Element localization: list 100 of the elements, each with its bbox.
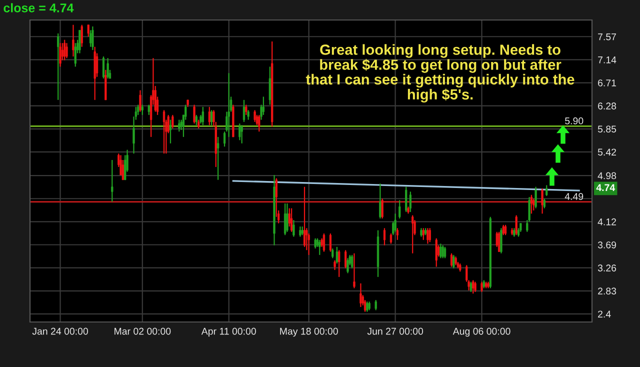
candlestick [329, 232, 332, 252]
y-tick-label: 3.69 [598, 241, 616, 248]
candlestick [353, 252, 356, 289]
candlestick [472, 280, 474, 294]
candlestick [122, 159, 124, 180]
candlestick [141, 104, 144, 116]
y-tick-label: 3.26 [598, 264, 616, 272]
candlestick [350, 254, 354, 269]
candlestick [366, 301, 368, 312]
candlestick [383, 228, 386, 246]
candlestick [428, 228, 431, 243]
candlestick [534, 186, 537, 209]
candlestick [102, 56, 105, 80]
candlestick [74, 42, 76, 68]
text: 4.74 [596, 184, 616, 191]
candlestick [111, 159, 114, 202]
candlestick [172, 114, 174, 129]
candlestick [405, 186, 408, 213]
y-tick-label: 6.71 [598, 79, 616, 86]
candlestick [216, 136, 220, 180]
candlestick [120, 154, 122, 176]
chart-title: close = 4.74 [4, 3, 74, 12]
candlestick [87, 24, 90, 38]
candlestick [64, 39, 66, 61]
candlestick [360, 282, 362, 308]
candlestick [379, 183, 382, 220]
candlestick [286, 202, 288, 232]
candlestick [290, 208, 293, 232]
candlestick [292, 220, 295, 238]
candlestick [338, 250, 340, 278]
candlestick [452, 254, 455, 269]
candlestick [444, 246, 446, 259]
candlestick [238, 122, 241, 141]
candlestick [374, 299, 377, 311]
candlestick [394, 213, 396, 232]
candlestick [96, 52, 98, 78]
y-tick-label: 4.12 [598, 218, 616, 226]
candlestick [336, 246, 338, 264]
candlestick [78, 30, 81, 54]
x-tick-label: Apr 11 00:00 [201, 328, 256, 337]
y-tick-label: 7.57 [598, 33, 616, 40]
candlestick [334, 260, 336, 271]
candlestick [242, 99, 246, 122]
candlestick [210, 110, 213, 126]
candlestick [106, 58, 109, 80]
candlestick [284, 202, 286, 236]
candlestick [541, 188, 544, 214]
candlestick [318, 239, 321, 256]
y-tick-label: 5.42 [598, 148, 616, 156]
ref-line-label: 5.90 [565, 117, 584, 124]
candlestick [500, 228, 502, 254]
candlestick [57, 32, 60, 100]
candlestick [247, 110, 250, 120]
candlestick [92, 26, 94, 51]
candlestick [412, 214, 414, 254]
candlestick [498, 231, 500, 252]
candlestick [72, 24, 74, 58]
candlestick [89, 30, 92, 48]
candlestick [245, 104, 248, 116]
candlestick [409, 191, 412, 213]
candlestick [450, 252, 453, 268]
x-tick-label: Jun 27 00:00 [367, 328, 424, 335]
candlestick [502, 224, 504, 236]
candlestick [515, 214, 518, 236]
candlestick [195, 114, 198, 126]
candlestick [178, 119, 180, 132]
annotation: Great looking long setup. Needs to break $4.85 to get long on but after that I can see it getting quickly into the high $5's. [306, 44, 574, 103]
candlestick [202, 106, 204, 126]
y-tick-label: 5.85 [598, 126, 616, 133]
candlestick [268, 66, 272, 106]
candlestick [208, 106, 210, 126]
candlestick [344, 250, 347, 269]
candlestick [546, 184, 548, 196]
candlestick [139, 90, 142, 112]
x-tick-label: Jan 24 00:00 [32, 328, 88, 335]
candlestick [332, 248, 334, 259]
y-tick-label: 6.28 [598, 102, 616, 110]
candlestick [193, 104, 196, 124]
candlestick [390, 232, 392, 244]
candlestick [381, 198, 384, 220]
x-tick-label: Mar 02 00:00 [114, 328, 171, 335]
candlestick [442, 244, 444, 259]
candlestick [532, 198, 535, 211]
candlestick [258, 114, 260, 132]
x-tick-label: May 18 00:00 [280, 328, 338, 337]
candlestick [474, 281, 476, 293]
candlestick [440, 243, 442, 259]
candlestick [59, 42, 62, 68]
y-tick-label: 2.83 [598, 288, 616, 295]
candlestick [223, 131, 226, 148]
x-tick-label: Aug 06 00:00 [452, 328, 510, 337]
candlestick [299, 226, 302, 238]
candlestick [426, 228, 429, 244]
candlestick [80, 24, 83, 48]
candlestick [228, 72, 230, 138]
candlestick [148, 104, 150, 116]
candlestick [346, 258, 349, 274]
y-tick-label: 7.14 [598, 56, 616, 64]
candlestick [530, 194, 533, 214]
y-tick-label: 4.98 [598, 172, 616, 180]
